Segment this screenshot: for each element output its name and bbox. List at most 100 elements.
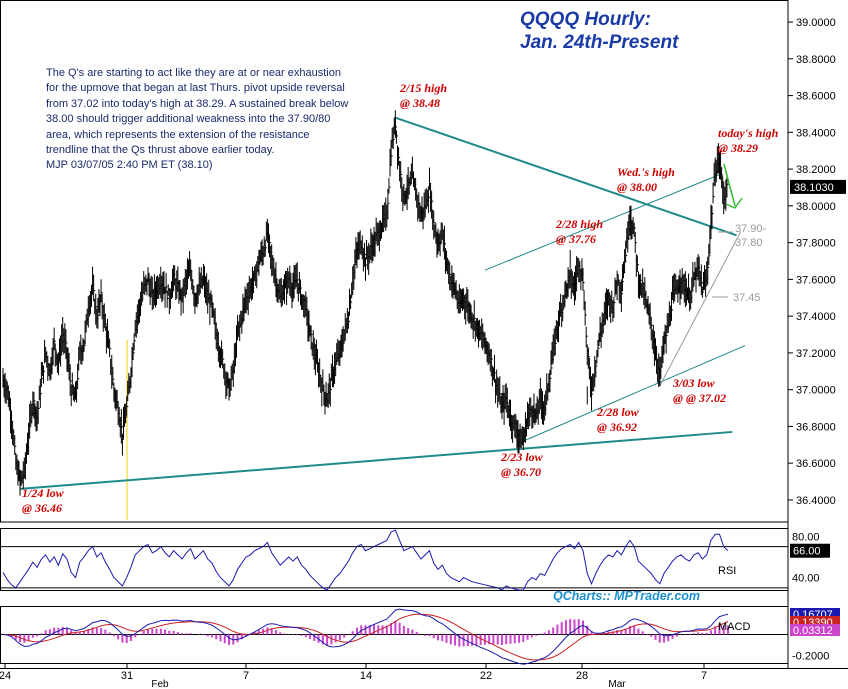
ohlc-bar — [133, 333, 136, 351]
time-tick-label: 7 — [701, 670, 707, 682]
ohlc-bar — [70, 384, 73, 407]
price-axis: 39.0000 38.8000 38.6000 38.4000 38.2000 38.00… — [788, 17, 846, 507]
macd-label: MACD — [718, 621, 750, 633]
ohlc-bar — [230, 365, 233, 391]
annotation-label: 2/28 high@ 37.76 — [555, 217, 603, 246]
target-label: 37.90- — [735, 223, 767, 235]
ohlc-bar — [650, 317, 653, 341]
chart-title-line-1: QQQQ Hourly: — [520, 9, 651, 30]
ohlc-bar — [707, 256, 710, 285]
chart-title: QQQQ Hourly: Jan. 24th-Present — [520, 8, 678, 54]
price-tick-label: 38.0000 — [796, 201, 836, 213]
trendline-channel-lower — [523, 345, 746, 442]
ohlc-bar — [431, 190, 434, 219]
price-tick-label: 37.2000 — [796, 348, 836, 360]
commentary-line: from 37.02 into today's high at 38.29. A… — [46, 97, 349, 110]
month-label: Mar — [608, 679, 626, 689]
commentary-line: trendline that the Qs thrust above earli… — [46, 144, 275, 157]
ohlc-bar — [709, 226, 712, 255]
ohlc-bar — [329, 377, 332, 407]
annotation-title: 2/28 low — [596, 405, 640, 419]
ohlc-bar — [591, 376, 594, 411]
macd-line — [2, 608, 729, 665]
ohlc-bar — [363, 242, 367, 267]
time-tick-label: 7 — [243, 670, 249, 682]
ohlc-bar — [116, 389, 119, 409]
annotation-value: @ @ 37.02 — [673, 391, 726, 405]
ohlc-bar — [78, 346, 81, 371]
annotation-title: 2/15 high — [399, 81, 447, 95]
price-tick-label: 37.4000 — [796, 311, 836, 323]
ohlc-bar — [269, 235, 272, 258]
time-tick-label: 28 — [576, 670, 588, 682]
annotation-label: 1/24 low@ 36.46 — [22, 486, 65, 515]
ohlc-bar — [726, 176, 729, 197]
price-tick-label: 38.4000 — [796, 127, 836, 139]
ohlc-bar — [234, 342, 238, 367]
trendline-resistance — [395, 116, 737, 237]
ohlc-bar — [636, 255, 639, 272]
annotation-title: Wed.'s high — [617, 165, 675, 179]
time-tick-label: 31 — [121, 670, 133, 682]
ohlc-bar — [93, 274, 96, 302]
annotation-label: 3/03 low@ @ 37.02 — [672, 376, 726, 405]
month-label: Feb — [151, 679, 169, 689]
ohlc-bar — [392, 126, 395, 150]
ohlc-bar — [306, 296, 309, 326]
ohlc-bar — [499, 376, 502, 405]
ohlc-bar — [721, 166, 724, 189]
ohlc-bar — [617, 274, 620, 286]
annotation-label: Wed.'s high@ 38.00 — [617, 165, 675, 194]
ohlc-bar — [126, 396, 129, 416]
ohlc-bar — [695, 267, 698, 293]
ohlc-bar — [698, 256, 701, 287]
ohlc-bar — [640, 274, 643, 296]
price-tick-label: 37.0000 — [796, 385, 836, 397]
ohlc-bar — [14, 435, 17, 455]
annotation-label: 2/28 low@ 36.92 — [596, 405, 640, 434]
time-tick-label: 22 — [480, 670, 492, 682]
ohlc-bar — [146, 278, 149, 296]
commentary-line: for the upmove that began at last Thurs.… — [46, 82, 345, 95]
ohlc-bar — [83, 339, 86, 352]
annotation-label: today's high@ 38.29 — [718, 126, 779, 155]
ohlc-bar — [700, 264, 703, 296]
commentary-line: 38.00 should trigger additional weakness… — [46, 113, 331, 126]
ohlc-bar — [634, 231, 637, 254]
ohlc-bar — [190, 259, 193, 281]
ohlc-bar — [97, 297, 100, 329]
ohlc-bar — [443, 225, 446, 260]
ohlc-bar — [374, 231, 377, 257]
ohlc-bar — [390, 139, 393, 166]
ohlc-bar — [319, 358, 322, 387]
annotation-title: 1/24 low — [22, 486, 65, 500]
ohlc-bar — [490, 348, 493, 377]
rsi-panel: 80.00 40.00 66.00 RSI — [1, 529, 830, 591]
ohlc-bar — [76, 380, 79, 403]
ohlc-bar — [510, 399, 513, 431]
annotations: 1/24 low@ 36.462/15 high@ 38.482/23 low@… — [22, 81, 779, 515]
time-tick-label: 24 — [0, 670, 11, 682]
ohlc-bar — [121, 433, 125, 456]
ohlc-bar — [473, 300, 476, 331]
rsi-panel-frame — [0, 528, 789, 591]
price-tick-label: 36.6000 — [796, 458, 836, 470]
ohlc-bar — [296, 262, 299, 294]
last-price-label: 38.1030 — [794, 182, 834, 194]
ohlc-bar — [127, 380, 130, 402]
ohlc-bar — [209, 293, 212, 325]
ohlc-bar — [506, 387, 509, 419]
price-tick-label: 36.8000 — [796, 421, 836, 433]
ohlc-bar — [725, 179, 728, 211]
ohlc-bar — [104, 313, 107, 331]
trendline-channel-upper — [484, 174, 720, 271]
price-tick-label: 38.2000 — [796, 164, 836, 176]
ohlc-bar — [347, 311, 351, 329]
price-tick-label: 36.4000 — [796, 495, 836, 507]
last-price-box — [790, 179, 846, 194]
time-tick-label: 14 — [360, 670, 372, 682]
ohlc-bar — [387, 188, 390, 220]
ohlc-bar — [125, 403, 128, 424]
ohlc-bar — [69, 364, 72, 396]
